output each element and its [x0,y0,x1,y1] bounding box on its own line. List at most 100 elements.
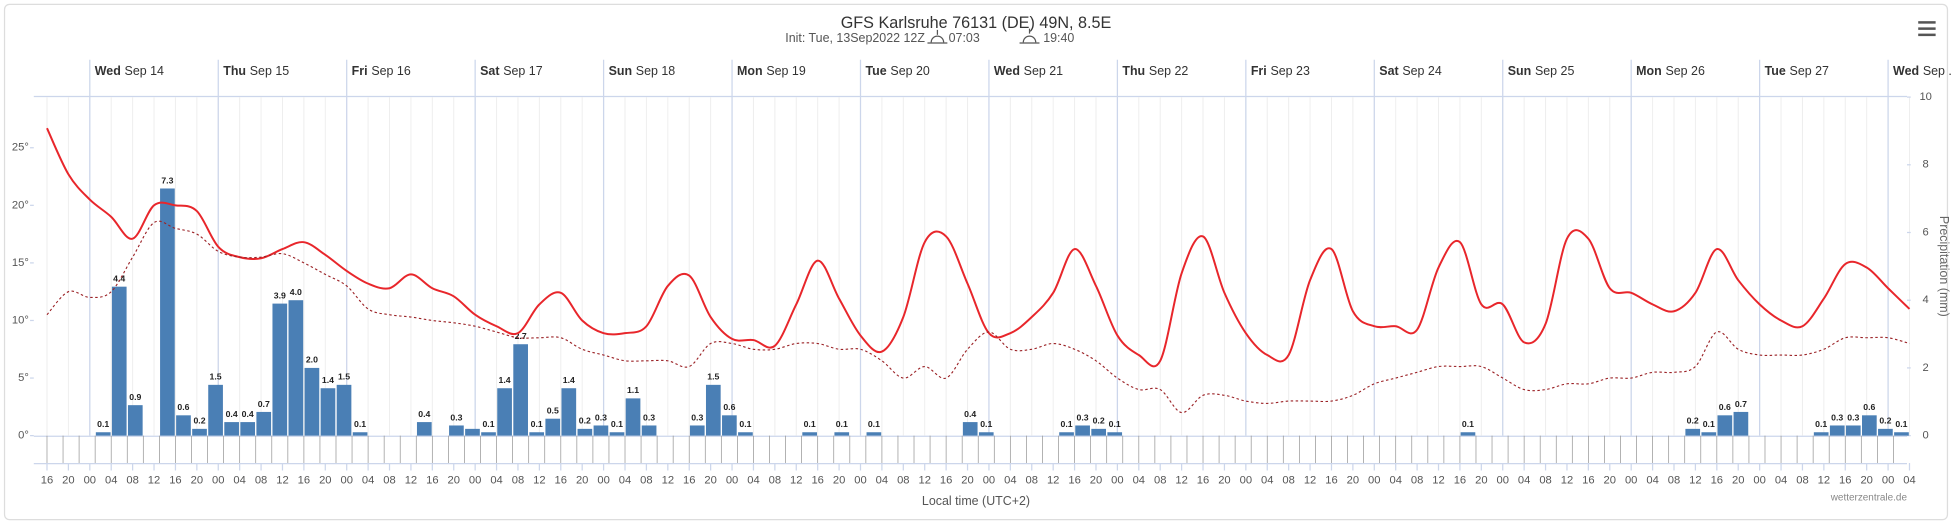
precip-bar [1862,415,1877,436]
x-tick-label: 12 [1561,474,1573,486]
x-tick-label: 00 [854,474,866,486]
day-date: Sep 14 [125,64,165,78]
day-label: Wed Sep 21 [994,64,1063,78]
day-date: Sep 24 [1402,64,1442,78]
x-tick-label: 16 [555,474,567,486]
day-date: Sep 25 [1535,64,1575,78]
x-tick-label: 08 [640,474,652,486]
day-label: Wed Sep ... [1893,64,1952,78]
bar-label: 0.1 [1462,419,1474,429]
y-tick-label: 0° [18,430,29,442]
bar-label: 4.0 [290,287,302,297]
bar-label: 2.0 [306,355,318,365]
bar-label: 0.4 [226,409,238,419]
precip-bar [481,432,496,436]
x-tick-label: 08 [1539,474,1551,486]
x-tick-label: 16 [1068,474,1080,486]
sunset-icon [1019,28,1040,44]
x-tick-label: 16 [1711,474,1723,486]
bar-label: 0.3 [450,412,462,422]
day-label: Mon Sep 19 [737,64,806,78]
precip-bar [1075,425,1090,436]
y2-tick-label: 8 [1923,159,1929,171]
bar-label: 0.1 [804,419,816,429]
x-tick-label: 08 [512,474,524,486]
x-tick-label: 20 [1090,474,1102,486]
y2-tick-label: 10 [1919,91,1931,103]
x-tick-label: 20 [704,474,716,486]
precip-bar [176,415,191,436]
x-tick-label: 12 [790,474,802,486]
x-tick-label: 20 [576,474,588,486]
precip-bar [1813,432,1829,436]
day-label: Tue Sep 27 [1765,64,1829,78]
x-tick-label: 20 [1732,474,1744,486]
x-tick-label: 08 [255,474,267,486]
day-weekday: Wed [994,64,1020,78]
bar-label: 0.4 [418,409,430,419]
precip-bar [465,428,480,436]
chart-frame [3,3,1949,521]
precip-bar [866,432,882,436]
bar-label: 0.3 [643,412,655,422]
bar-label: 1.5 [338,372,350,382]
precip-bar [641,425,657,436]
precip-bar [111,286,127,436]
day-date: Sep 27 [1790,64,1830,78]
x-tick-label: 20 [1860,474,1872,486]
x-tick-label: 20 [319,474,331,486]
precip-bar [1701,432,1717,436]
x-tick-label: 12 [918,474,930,486]
y-tick-label: 20° [12,199,29,211]
bar-label: 4.4 [113,273,125,283]
precip-bar [320,388,336,436]
precip-bar [497,388,512,436]
x-tick-label: 16 [811,474,823,486]
y-tick-label: 10° [12,314,29,326]
precip-bar [1685,428,1701,436]
x-tick-label: 04 [1133,474,1145,486]
x-tick-label: 00 [340,474,352,486]
day-label: Sun Sep 25 [1508,64,1575,78]
bar-label: 1.5 [707,372,719,382]
precip-bar [1894,432,1909,436]
day-weekday: Thu [223,64,246,78]
day-label: Sun Sep 18 [609,64,676,78]
precip-bar [1733,411,1749,436]
precip-bar [962,422,978,436]
x-tick-label: 16 [1839,474,1851,486]
bar-label: 0.1 [980,419,992,429]
menu-button[interactable] [1918,21,1936,37]
y-tick-label: 25° [12,142,29,154]
bar-label: 0.4 [242,409,254,419]
bar-label: 0.6 [723,402,735,412]
x-tick-label: 16 [169,474,181,486]
temperature-line [46,127,1911,368]
x-tick-label: 12 [1689,474,1701,486]
sunset-time: 19:40 [1043,31,1074,45]
precip-bar [513,344,528,436]
precip-bar [834,432,850,436]
y2-tick-label: 4 [1923,294,1929,306]
precip-bar [705,384,721,436]
bar-label: 0.2 [1879,416,1891,426]
x-tick-label: 00 [84,474,96,486]
precip-bar [1107,432,1123,436]
day-weekday: Tue [1765,64,1786,78]
x-tick-label: 16 [1582,474,1594,486]
x-tick-label: 08 [1026,474,1038,486]
x-tick-label: 00 [1111,474,1123,486]
bar-label: 0.2 [1687,416,1699,426]
x-tick-label: 00 [726,474,738,486]
sunrise-time: 07:03 [949,31,980,45]
day-label: Thu Sep 22 [1122,64,1188,78]
x-tick-label: 12 [1047,474,1059,486]
x-tick-label: 20 [961,474,973,486]
x-tick-label: 04 [490,474,502,486]
precip-bar [609,432,625,436]
bar-label: 0.1 [1060,419,1072,429]
precip-bar [593,425,609,436]
x-tick-label: 04 [1775,474,1787,486]
day-date: Sep ... [1923,64,1952,78]
day-label: Sat Sep 24 [1379,64,1442,78]
